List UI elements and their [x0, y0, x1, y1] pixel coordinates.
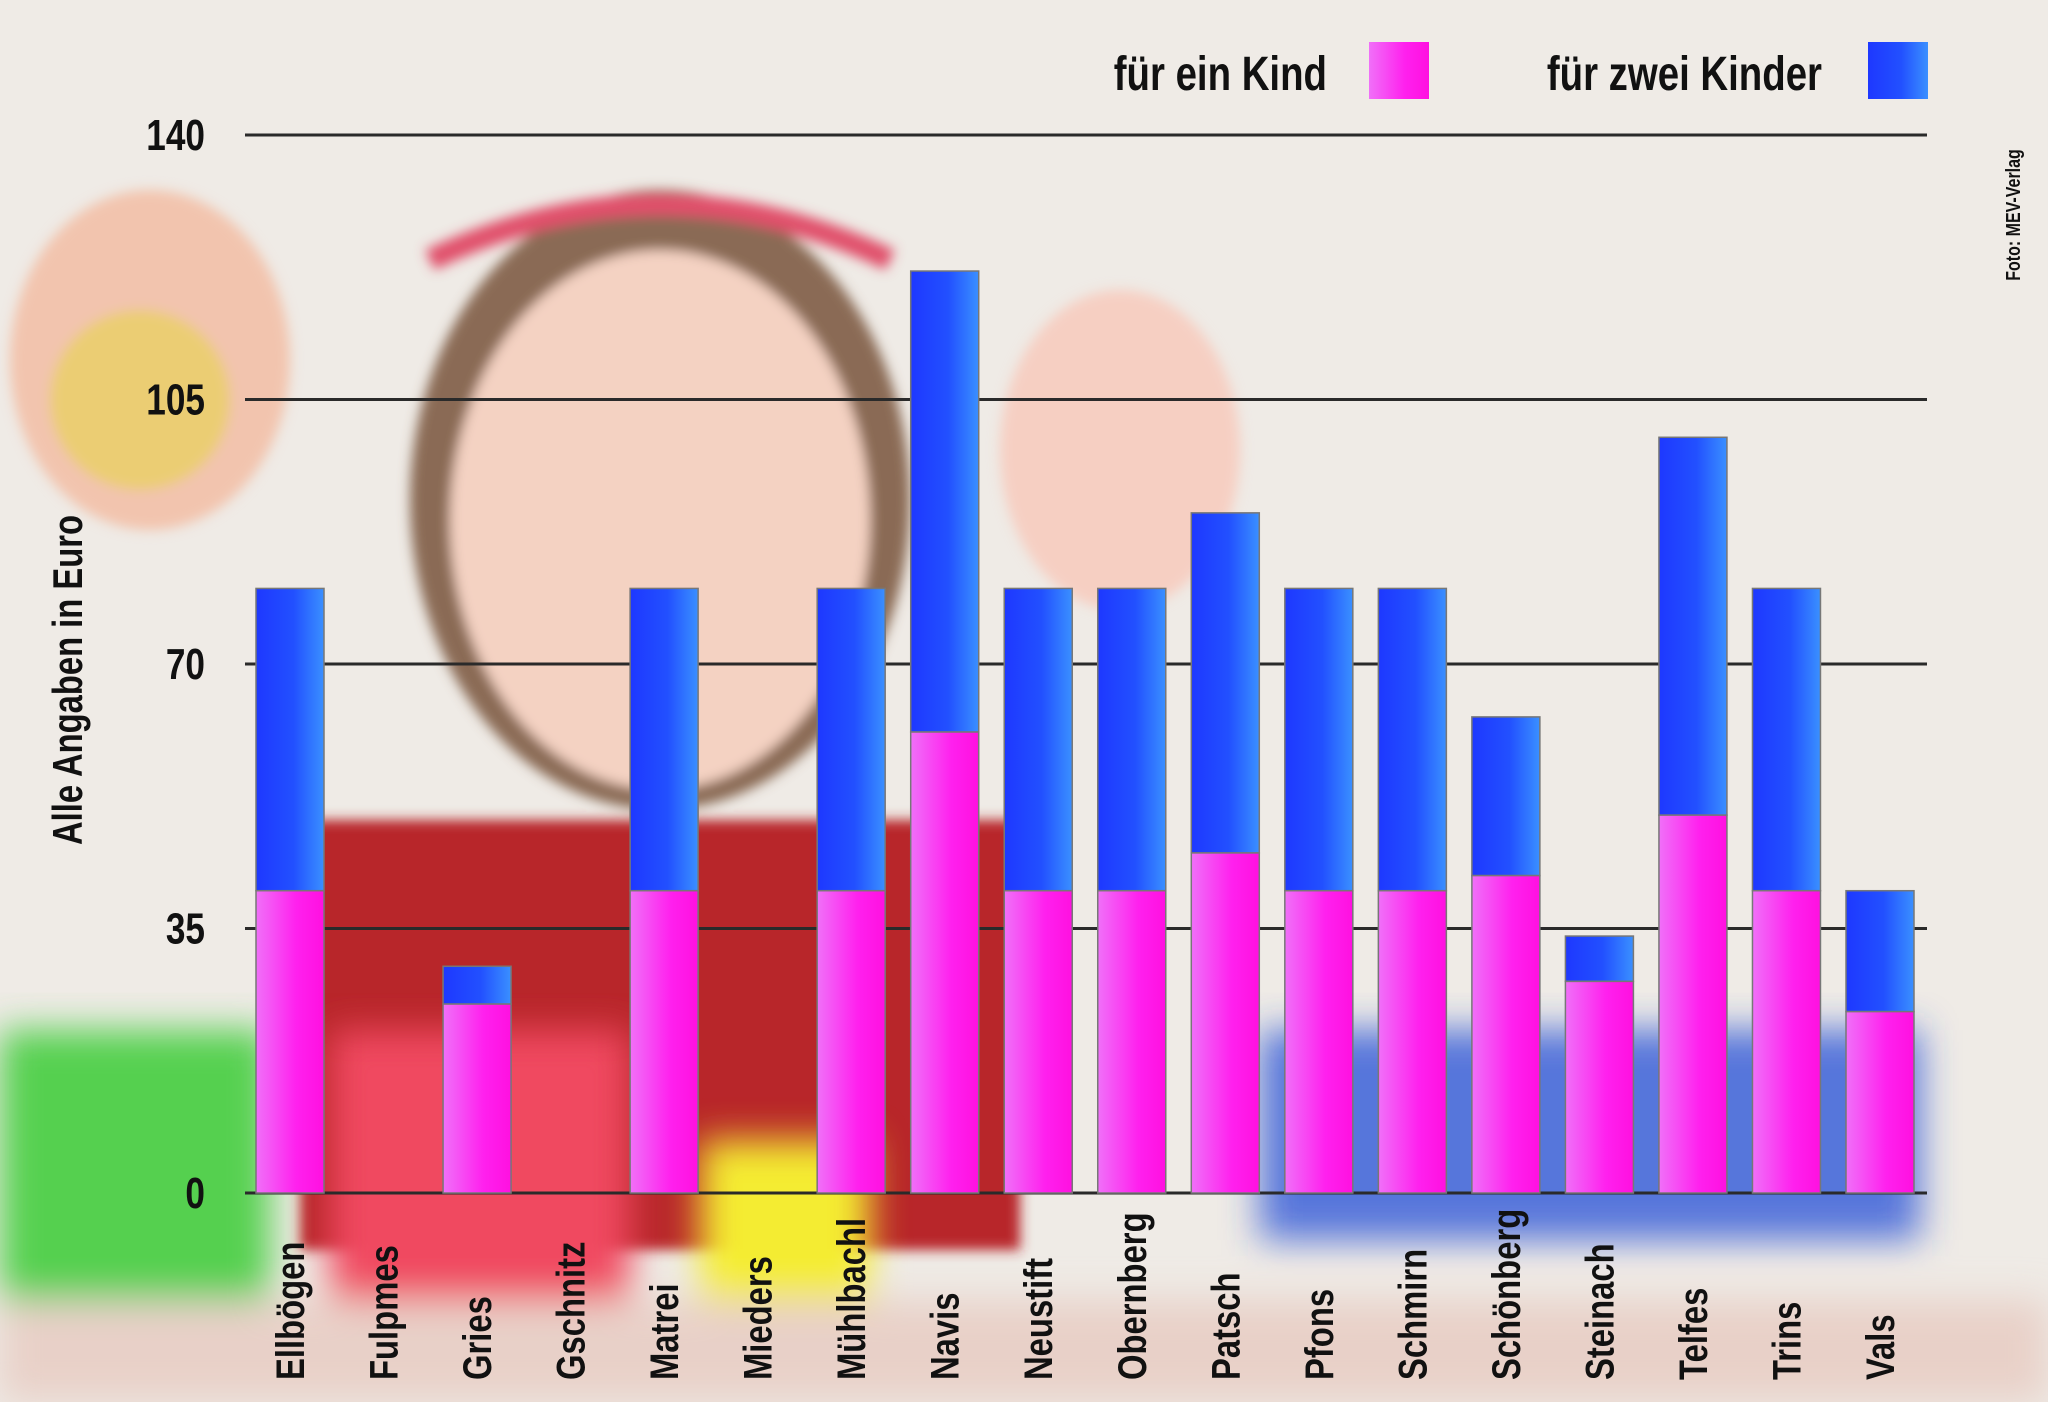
bar-ein-kind — [629, 889, 699, 1194]
bar-ein-kind — [1471, 874, 1541, 1194]
y-tick-label: 70 — [166, 640, 205, 689]
gridlines — [245, 133, 1927, 1195]
x-tick-label: Ellbögen — [268, 1242, 313, 1380]
x-tick-label: Navis — [923, 1292, 968, 1380]
bar-ein-kind — [1003, 889, 1073, 1194]
bar-zwei-kinder — [442, 965, 512, 1005]
bar-zwei-kinder — [1658, 436, 1728, 816]
bar-zwei-kinder — [1097, 587, 1167, 892]
bar-zwei-kinder — [1471, 716, 1541, 877]
bar-zwei-kinder — [816, 587, 886, 892]
x-tick-label: Matrei — [642, 1283, 687, 1380]
x-tick-label: Mühlbachl — [829, 1218, 874, 1380]
bar-ein-kind — [255, 889, 325, 1194]
bar-ein-kind — [1284, 889, 1354, 1194]
x-tick-label: Gries — [455, 1296, 500, 1380]
bar-zwei-kinder — [1377, 587, 1448, 892]
y-tick-label: 0 — [185, 1169, 205, 1218]
x-tick-label: Neustift — [1016, 1258, 1061, 1380]
y-tick-label: 35 — [166, 905, 205, 954]
x-tick-label: Schmirn — [1390, 1249, 1435, 1380]
bar-ein-kind — [1658, 814, 1728, 1194]
x-tick-label: Patsch — [1203, 1272, 1248, 1380]
bar-zwei-kinder — [909, 270, 980, 733]
y-tick-label: 105 — [146, 376, 205, 425]
legend: für ein Kind für zwei Kinder — [1114, 42, 1928, 101]
bar-zwei-kinder — [1751, 587, 1822, 892]
y-axis-label: Alle Angaben in Euro — [44, 515, 91, 845]
bar-ein-kind — [1377, 889, 1448, 1194]
legend-label-zwei-kinder: für zwei Kinder — [1547, 48, 1822, 101]
legend-swatch-zwei-kinder — [1868, 42, 1928, 99]
bar-ein-kind — [1564, 980, 1635, 1194]
bars — [255, 270, 1915, 1194]
bar-zwei-kinder — [1845, 889, 1915, 1013]
bar-zwei-kinder — [629, 587, 699, 892]
x-tick-label: Telfes — [1671, 1288, 1716, 1380]
bar-zwei-kinder — [1003, 587, 1073, 892]
bar-zwei-kinder — [1564, 935, 1635, 983]
bar-ein-kind — [1190, 852, 1261, 1194]
x-tick-labels: Ellbögen Fulpmes Gries Gschnitz Matrei Mieder… — [268, 1209, 1903, 1380]
y-tick-labels: 0 35 70 105 140 — [146, 111, 205, 1218]
legend-label-ein-kind: für ein Kind — [1114, 48, 1327, 101]
x-tick-label: Gschnitz — [549, 1242, 594, 1380]
legend-swatch-ein-kind — [1369, 42, 1429, 99]
x-tick-label: Fulpmes — [361, 1245, 406, 1380]
y-tick-label: 140 — [146, 111, 205, 160]
bar-zwei-kinder — [255, 587, 325, 892]
bar-ein-kind — [1845, 1010, 1915, 1194]
x-tick-label: Trins — [1764, 1302, 1809, 1380]
bar-ein-kind — [1097, 889, 1167, 1194]
x-tick-label: Pfons — [1297, 1289, 1342, 1380]
x-tick-label: Schönberg — [1484, 1209, 1529, 1380]
bar-ein-kind — [909, 731, 980, 1194]
bar-ein-kind — [1751, 889, 1822, 1194]
bar-ein-kind — [816, 889, 886, 1194]
x-tick-label: Steinach — [1577, 1243, 1622, 1380]
bar-zwei-kinder — [1190, 512, 1261, 854]
x-tick-label: Mieders — [736, 1256, 781, 1380]
bar-zwei-kinder — [1284, 587, 1354, 892]
bar-ein-kind — [442, 1003, 512, 1194]
photo-credit: Foto: MEV-Verlag — [2002, 149, 2024, 281]
x-tick-label: Obernberg — [1110, 1212, 1155, 1380]
x-tick-label: Vals — [1858, 1314, 1903, 1380]
